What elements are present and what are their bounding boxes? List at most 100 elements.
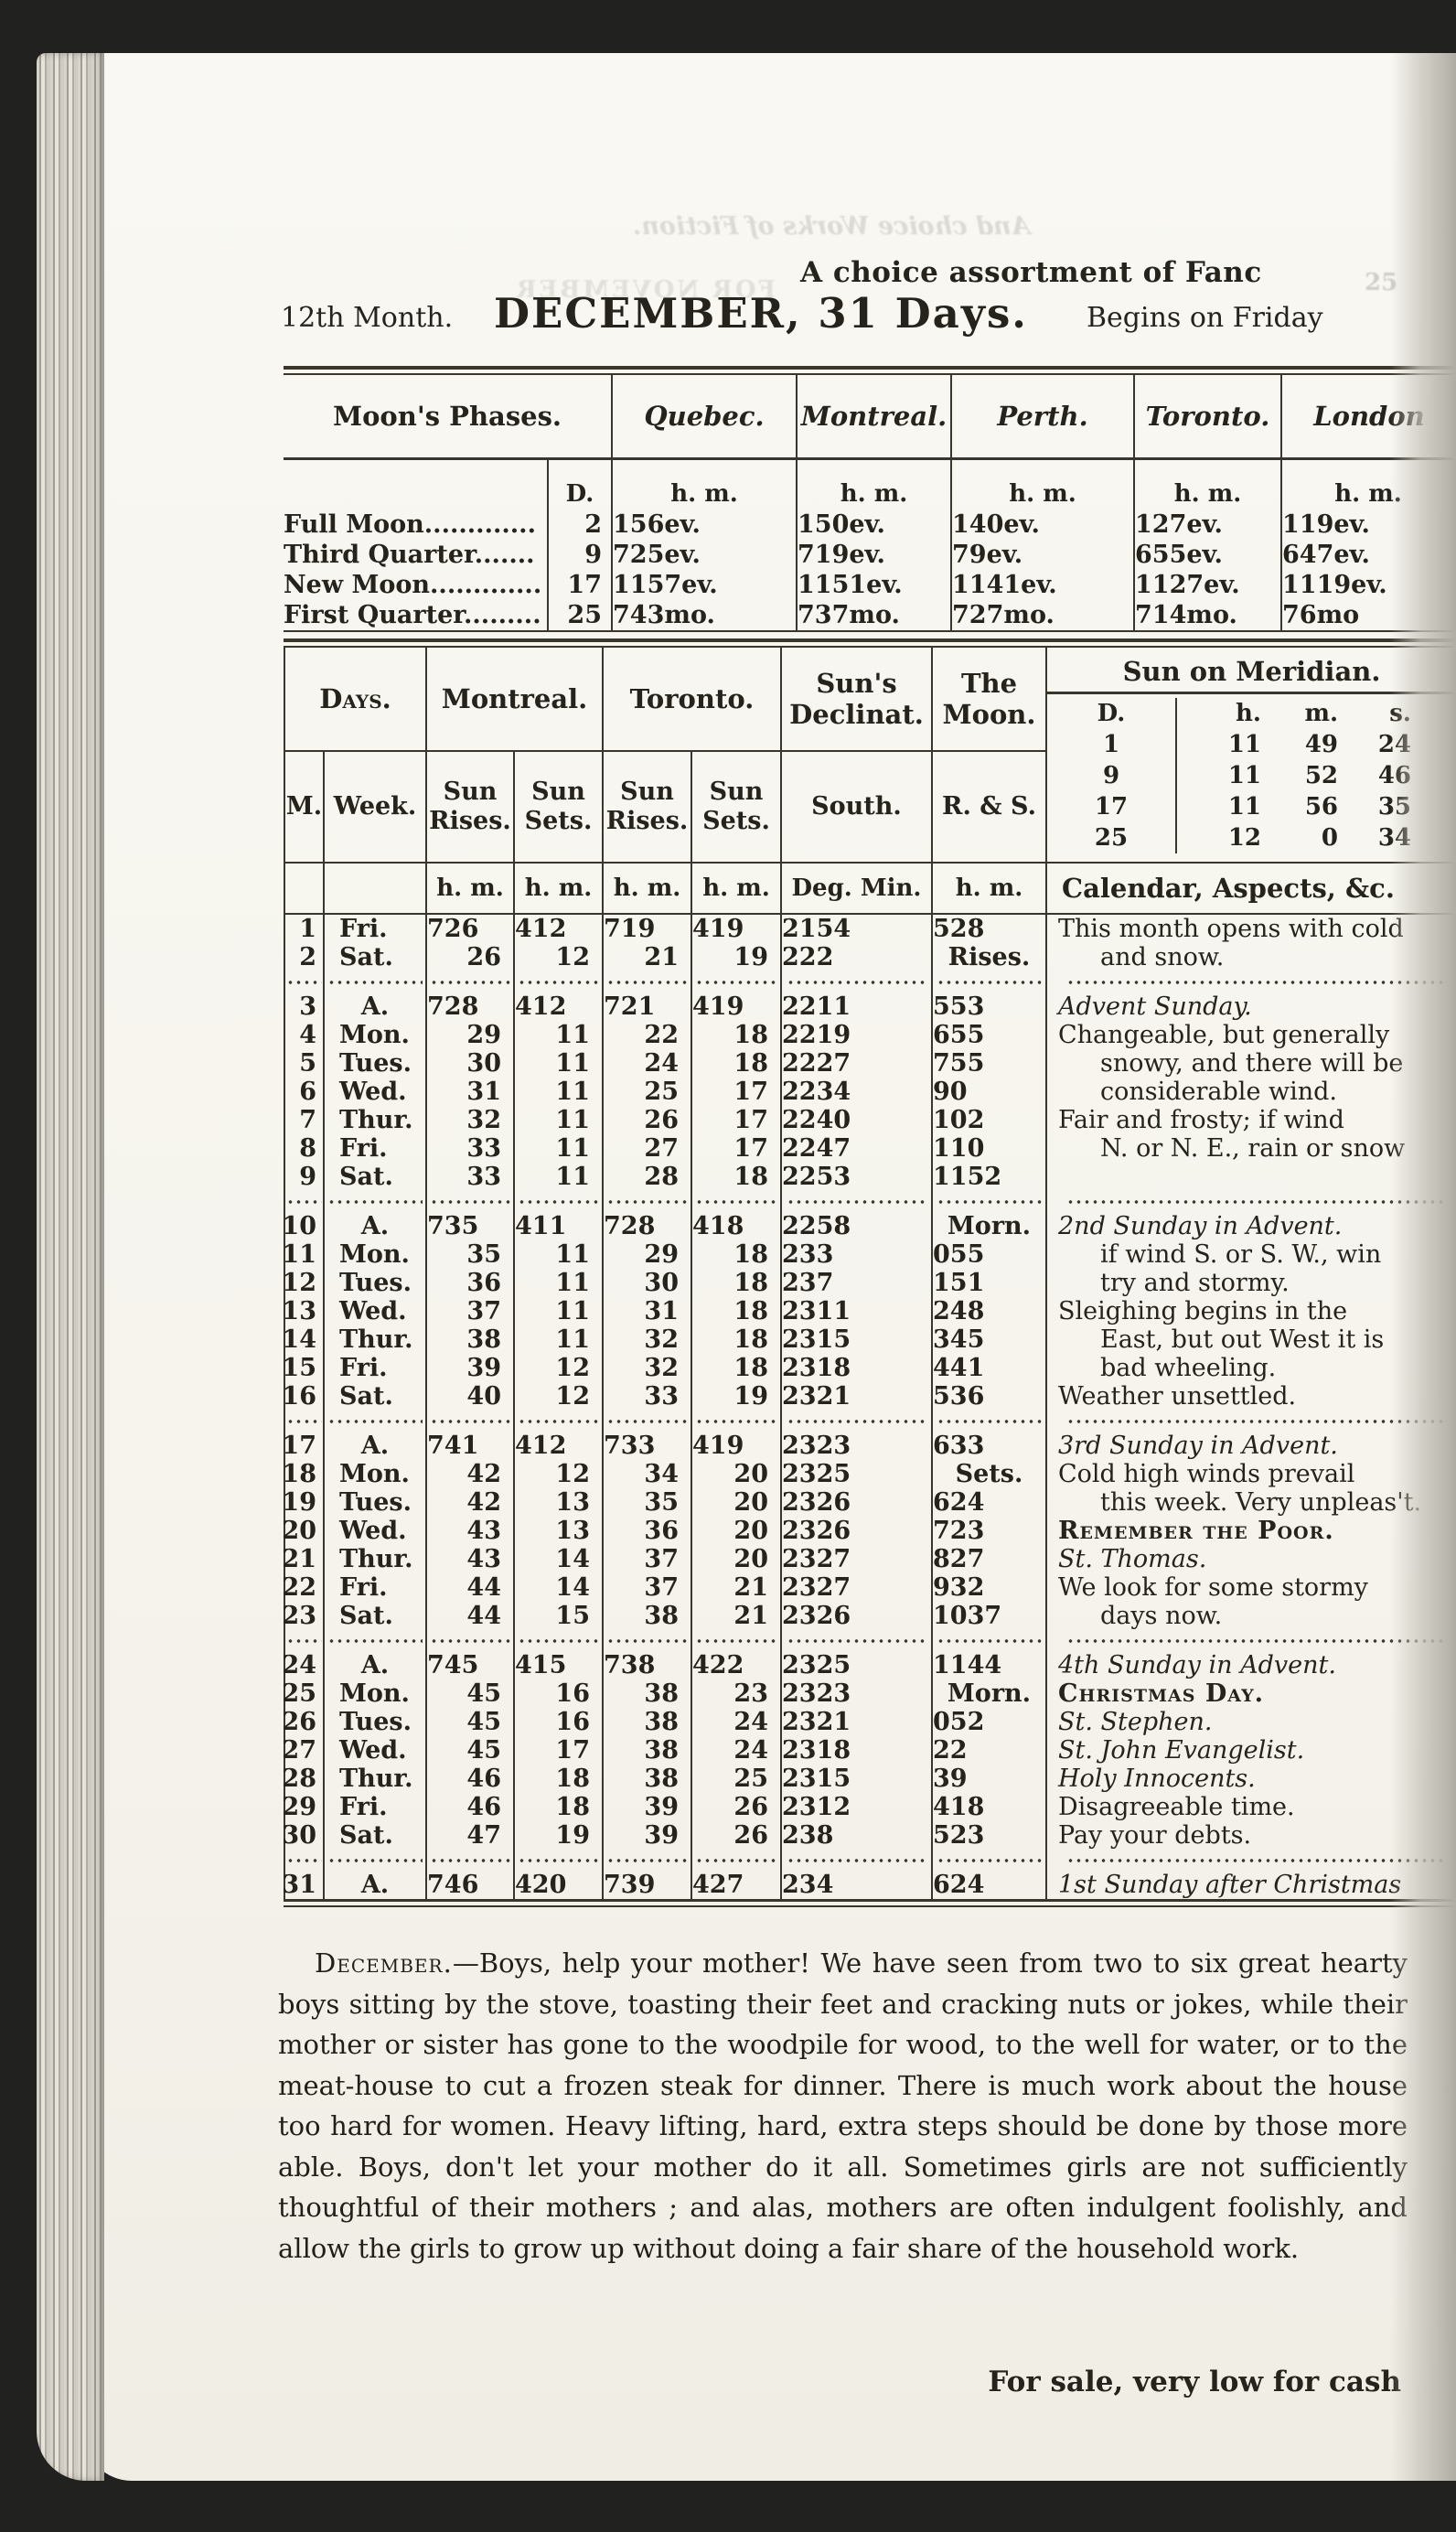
col-toronto: Toronto. <box>604 648 782 750</box>
value: 24 <box>733 1708 768 1736</box>
weekday-cell: Sat. <box>325 1602 427 1630</box>
value: 20 <box>733 1545 768 1573</box>
aspect-text: N. or N. E., rain or snow <box>1100 1134 1406 1163</box>
separator-cell <box>515 1630 604 1651</box>
hours: 11 <box>1135 571 1170 599</box>
aspect-cell: Advent Sunday. <box>1047 992 1456 1021</box>
moon-cell: Rises. <box>933 943 1047 971</box>
phase-time-cell: 1 50 ev. <box>798 510 952 540</box>
begins-on-label: Begins on Friday <box>1087 302 1323 334</box>
minutes: 24 <box>949 1488 985 1517</box>
separator-cell <box>515 1411 604 1432</box>
separator-cell <box>284 1411 325 1432</box>
value: Morn. <box>947 1212 1032 1240</box>
value: 18 <box>555 1793 590 1821</box>
aspect-text: 3rd Sunday in Advent. <box>1058 1432 1338 1460</box>
degrees: 22 <box>782 1049 817 1078</box>
separator-cell <box>933 1191 1047 1212</box>
separator-cell <box>782 1630 933 1651</box>
moon-cell: 8 27 <box>933 1545 1047 1573</box>
value: 18 <box>733 1021 768 1049</box>
minutes: 21 <box>620 992 656 1021</box>
moon-cell: Morn. <box>933 1212 1047 1240</box>
minutes: 12 <box>531 992 567 1021</box>
hours: 9 <box>933 1078 950 1106</box>
phase-time-cell: 1 27 ev. <box>1135 510 1282 540</box>
aspect-cell: N. or N. E., rain or snow <box>1047 1134 1456 1163</box>
separator-cell <box>515 1191 604 1212</box>
suffix: ev. <box>1186 510 1223 539</box>
moon-phases-header-row: Moon's Phases. Quebec. Montreal. Perth. Tor… <box>284 375 1456 457</box>
sun-time-cell: 36 <box>604 1517 692 1545</box>
degrees: 23 <box>782 1297 817 1325</box>
minutes: 52 <box>949 1708 985 1736</box>
minutes: 0 <box>949 1078 968 1106</box>
table-row: 5 Tues. 30 11 24 18 22 27 7 55 snowy, and there wi… <box>284 1049 1456 1078</box>
aspect-text: 4th Sunday in Advent. <box>1058 1651 1336 1679</box>
value: 37 <box>644 1545 679 1573</box>
dot-leader <box>429 1198 511 1205</box>
meridian-row: 9115246 <box>1047 760 1456 791</box>
value: Sets. <box>955 1460 1023 1488</box>
hours: 4 <box>692 1432 710 1460</box>
degrees: 23 <box>782 1573 817 1602</box>
value: 19 <box>733 943 768 971</box>
phases-city-header: Quebec. <box>613 375 798 457</box>
sun-time-cell: 24 <box>692 1708 782 1736</box>
aspect-cell: if wind S. or S. W., win <box>1047 1240 1456 1269</box>
sun-time-cell: 7 28 <box>427 992 515 1021</box>
day-number-cell: 2 <box>284 943 325 971</box>
declination-cell: 22 58 <box>782 1212 933 1240</box>
day-number-cell: 3 <box>284 992 325 1021</box>
value: 22 <box>644 1021 679 1049</box>
col-month-day: M. <box>284 752 325 862</box>
day-number-cell: 14 <box>282 1325 325 1354</box>
value: 11 <box>555 1240 590 1269</box>
aspect-text: Pay your debts. <box>1058 1821 1252 1850</box>
minutes: 15 <box>816 1765 851 1793</box>
dot-leader <box>1065 1198 1449 1205</box>
declination-cell: 23 27 <box>782 1545 933 1573</box>
value: 46 <box>466 1765 501 1793</box>
weekday-cell: Fri. <box>325 1793 427 1821</box>
value: 21 <box>733 1602 768 1630</box>
sun-time-cell: 38 <box>427 1325 515 1354</box>
declination-cell: 22 34 <box>782 1078 933 1106</box>
minutes: 19 <box>620 915 656 943</box>
moon-cell: 9 32 <box>933 1573 1047 1602</box>
sun-time-cell: 26 <box>604 1106 692 1134</box>
minutes: 27 <box>709 1871 744 1899</box>
sun-time-cell: 7 35 <box>427 1212 515 1240</box>
sun-time-cell: 42 <box>427 1460 515 1488</box>
declination-cell: 22 19 <box>782 1021 933 1049</box>
table-row: 15 Fri. 39 12 32 18 23 18 4 41 bad wheeling. <box>282 1354 1456 1382</box>
dot-leader <box>429 1857 511 1863</box>
declination-cell: 22 2 <box>782 943 933 971</box>
meridian-d-label: D. <box>1047 698 1177 729</box>
aspect-cell: try and stormy. <box>1047 1269 1456 1297</box>
minutes: 35 <box>444 1212 479 1240</box>
sun-time-cell: 18 <box>515 1793 604 1821</box>
dot-leader <box>327 1857 423 1863</box>
sun-time-cell: 40 <box>427 1382 515 1411</box>
day-number-cell: 12 <box>282 1269 325 1297</box>
value: 40 <box>466 1382 501 1411</box>
value: 46 <box>466 1793 501 1821</box>
minutes: 34 <box>816 1078 851 1106</box>
sun-time-cell: 17 <box>515 1736 604 1765</box>
value: 11 <box>555 1269 590 1297</box>
minutes: 27 <box>1169 571 1204 599</box>
table-row: 3 A. 7 28 4 12 7 21 4 19 22 11 5 53 Advent Sunday. <box>284 992 1456 1021</box>
minutes: 23 <box>816 1679 851 1708</box>
table-row: 12 Tues. 36 11 30 18 23 7 1 51 try and stormy. <box>282 1269 1456 1297</box>
value: 39 <box>644 1793 679 1821</box>
separator-cell <box>604 1630 692 1651</box>
sun-time-cell: 7 41 <box>427 1432 515 1460</box>
value: 47 <box>466 1821 501 1850</box>
sun-time-cell: 13 <box>515 1517 604 1545</box>
day-number-cell: 10 <box>282 1212 325 1240</box>
sun-time-cell: 32 <box>604 1325 692 1354</box>
almanac-page: And choice Works of Fiction. FOR NOVEMBE… <box>84 53 1456 2481</box>
sun-time-cell: 45 <box>427 1679 515 1708</box>
